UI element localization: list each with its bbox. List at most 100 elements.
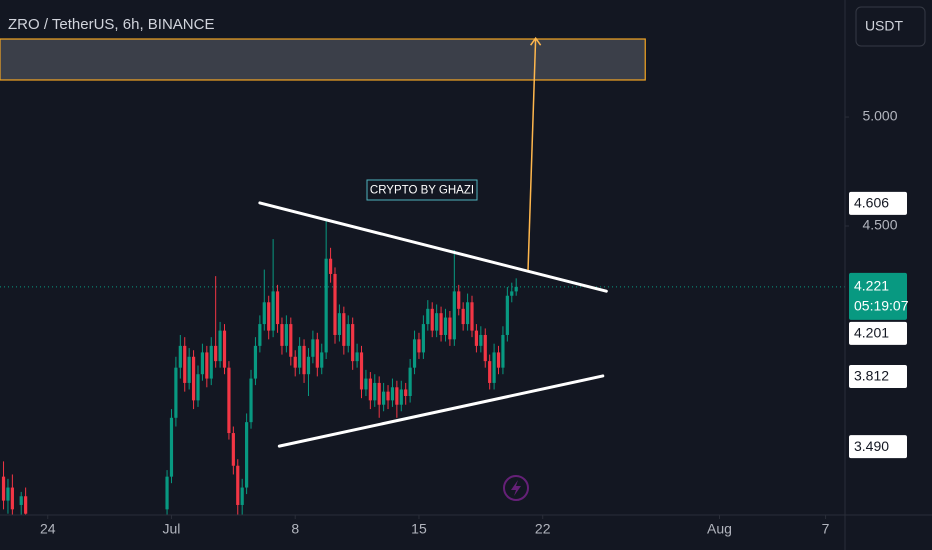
- candle-body: [377, 382, 381, 405]
- candle-body: [439, 313, 443, 335]
- current-price-box: [849, 272, 907, 320]
- candle-body: [258, 324, 262, 346]
- candle-body: [275, 291, 280, 325]
- candle-body: [222, 330, 227, 368]
- price-label: 4.201: [854, 325, 889, 341]
- currency-button[interactable]: [855, 6, 926, 47]
- candle-body: [501, 334, 505, 368]
- price-label: 3.490: [854, 438, 889, 454]
- candle-body: [293, 356, 297, 368]
- candle-body: [165, 476, 169, 510]
- price-label-box: [849, 191, 907, 215]
- y-tick-label: 4.500: [862, 217, 897, 233]
- candle-body: [231, 433, 235, 466]
- candle-body: [6, 487, 10, 501]
- annotation: CRYPTO BY GHAZI: [370, 185, 474, 197]
- candle-body: [355, 352, 359, 362]
- candle-body: [249, 378, 253, 423]
- candle-body: [227, 367, 231, 434]
- candle-body: [333, 273, 337, 335]
- candle-body: [479, 334, 483, 346]
- trendline: [258, 201, 608, 293]
- candle-body: [187, 356, 191, 383]
- candle-body: [337, 313, 342, 335]
- candle-body: [373, 382, 377, 401]
- candle-body: [408, 367, 412, 397]
- x-tick-label: 15: [411, 521, 427, 537]
- candle-body: [457, 291, 461, 309]
- candle-body: [10, 487, 14, 510]
- trendline: [277, 374, 605, 448]
- candle-body: [465, 302, 470, 325]
- candle-body: [245, 422, 249, 488]
- candle-body: [267, 302, 271, 331]
- plot-area: [0, 36, 845, 515]
- candle-body: [200, 352, 205, 375]
- countdown-label: 05:19:07: [854, 298, 909, 314]
- candle-body: [302, 345, 306, 375]
- candle-body: [236, 465, 240, 505]
- price-label-box: [849, 435, 907, 459]
- candle-body: [24, 496, 28, 514]
- candle-body: [320, 352, 324, 368]
- y-tick-label: 5.000: [862, 108, 897, 124]
- candle-body: [346, 324, 350, 346]
- candle-body: [271, 291, 275, 331]
- candle-body: [191, 356, 196, 401]
- candle-body: [488, 361, 492, 383]
- arrow-head: [530, 36, 542, 46]
- candle-body: [284, 324, 288, 346]
- candle-body: [328, 258, 333, 274]
- x-tick-label: Jul: [163, 521, 181, 537]
- currency-label[interactable]: USDT: [865, 18, 904, 34]
- candle-body: [342, 313, 346, 346]
- candle-body: [412, 339, 417, 368]
- price-label-box: [849, 321, 907, 345]
- candle-body: [510, 291, 514, 296]
- candle-body: [448, 317, 452, 340]
- candle-body: [174, 367, 178, 418]
- candle-body: [359, 352, 364, 390]
- candle-body: [19, 496, 23, 505]
- candle-body: [382, 391, 386, 405]
- candle-body: [218, 330, 222, 362]
- candle-body: [306, 356, 311, 375]
- x-tick-label: Aug: [707, 521, 732, 537]
- candle-body: [368, 378, 372, 401]
- candle-body: [426, 308, 430, 325]
- candle-body: [298, 345, 302, 368]
- candle-body: [324, 258, 328, 353]
- price-label: 3.812: [854, 368, 889, 384]
- candle-body: [395, 387, 399, 405]
- candle-body: [209, 345, 213, 379]
- arrow: [527, 38, 537, 271]
- candle-body: [205, 352, 209, 379]
- candle-body: [452, 291, 456, 340]
- candle-body: [514, 286, 518, 292]
- candle-body: [474, 330, 479, 346]
- x-tick-label: 22: [535, 521, 551, 537]
- x-tick-label: 8: [291, 521, 299, 537]
- candle-body: [421, 324, 425, 353]
- current-price-label: 4.221: [854, 278, 889, 294]
- candle-body: [470, 302, 474, 331]
- candle-body: [240, 487, 244, 505]
- candle-body: [461, 308, 465, 325]
- candle-body: [280, 324, 284, 346]
- watermark-icon: [503, 475, 529, 501]
- candle-body: [253, 345, 258, 379]
- candle-body: [351, 324, 355, 362]
- candle-body: [399, 389, 403, 405]
- candle-body: [315, 339, 319, 368]
- candle-body: [435, 313, 439, 331]
- candle-body: [214, 345, 218, 362]
- candle-body: [430, 308, 434, 331]
- candle-body: [505, 295, 509, 335]
- chart-title: ZRO / TetherUS, 6h, BINANCE: [8, 16, 214, 33]
- candle-body: [496, 352, 501, 368]
- candle-body: [169, 417, 174, 477]
- candle-body: [404, 389, 408, 397]
- annotation-box: [366, 179, 478, 201]
